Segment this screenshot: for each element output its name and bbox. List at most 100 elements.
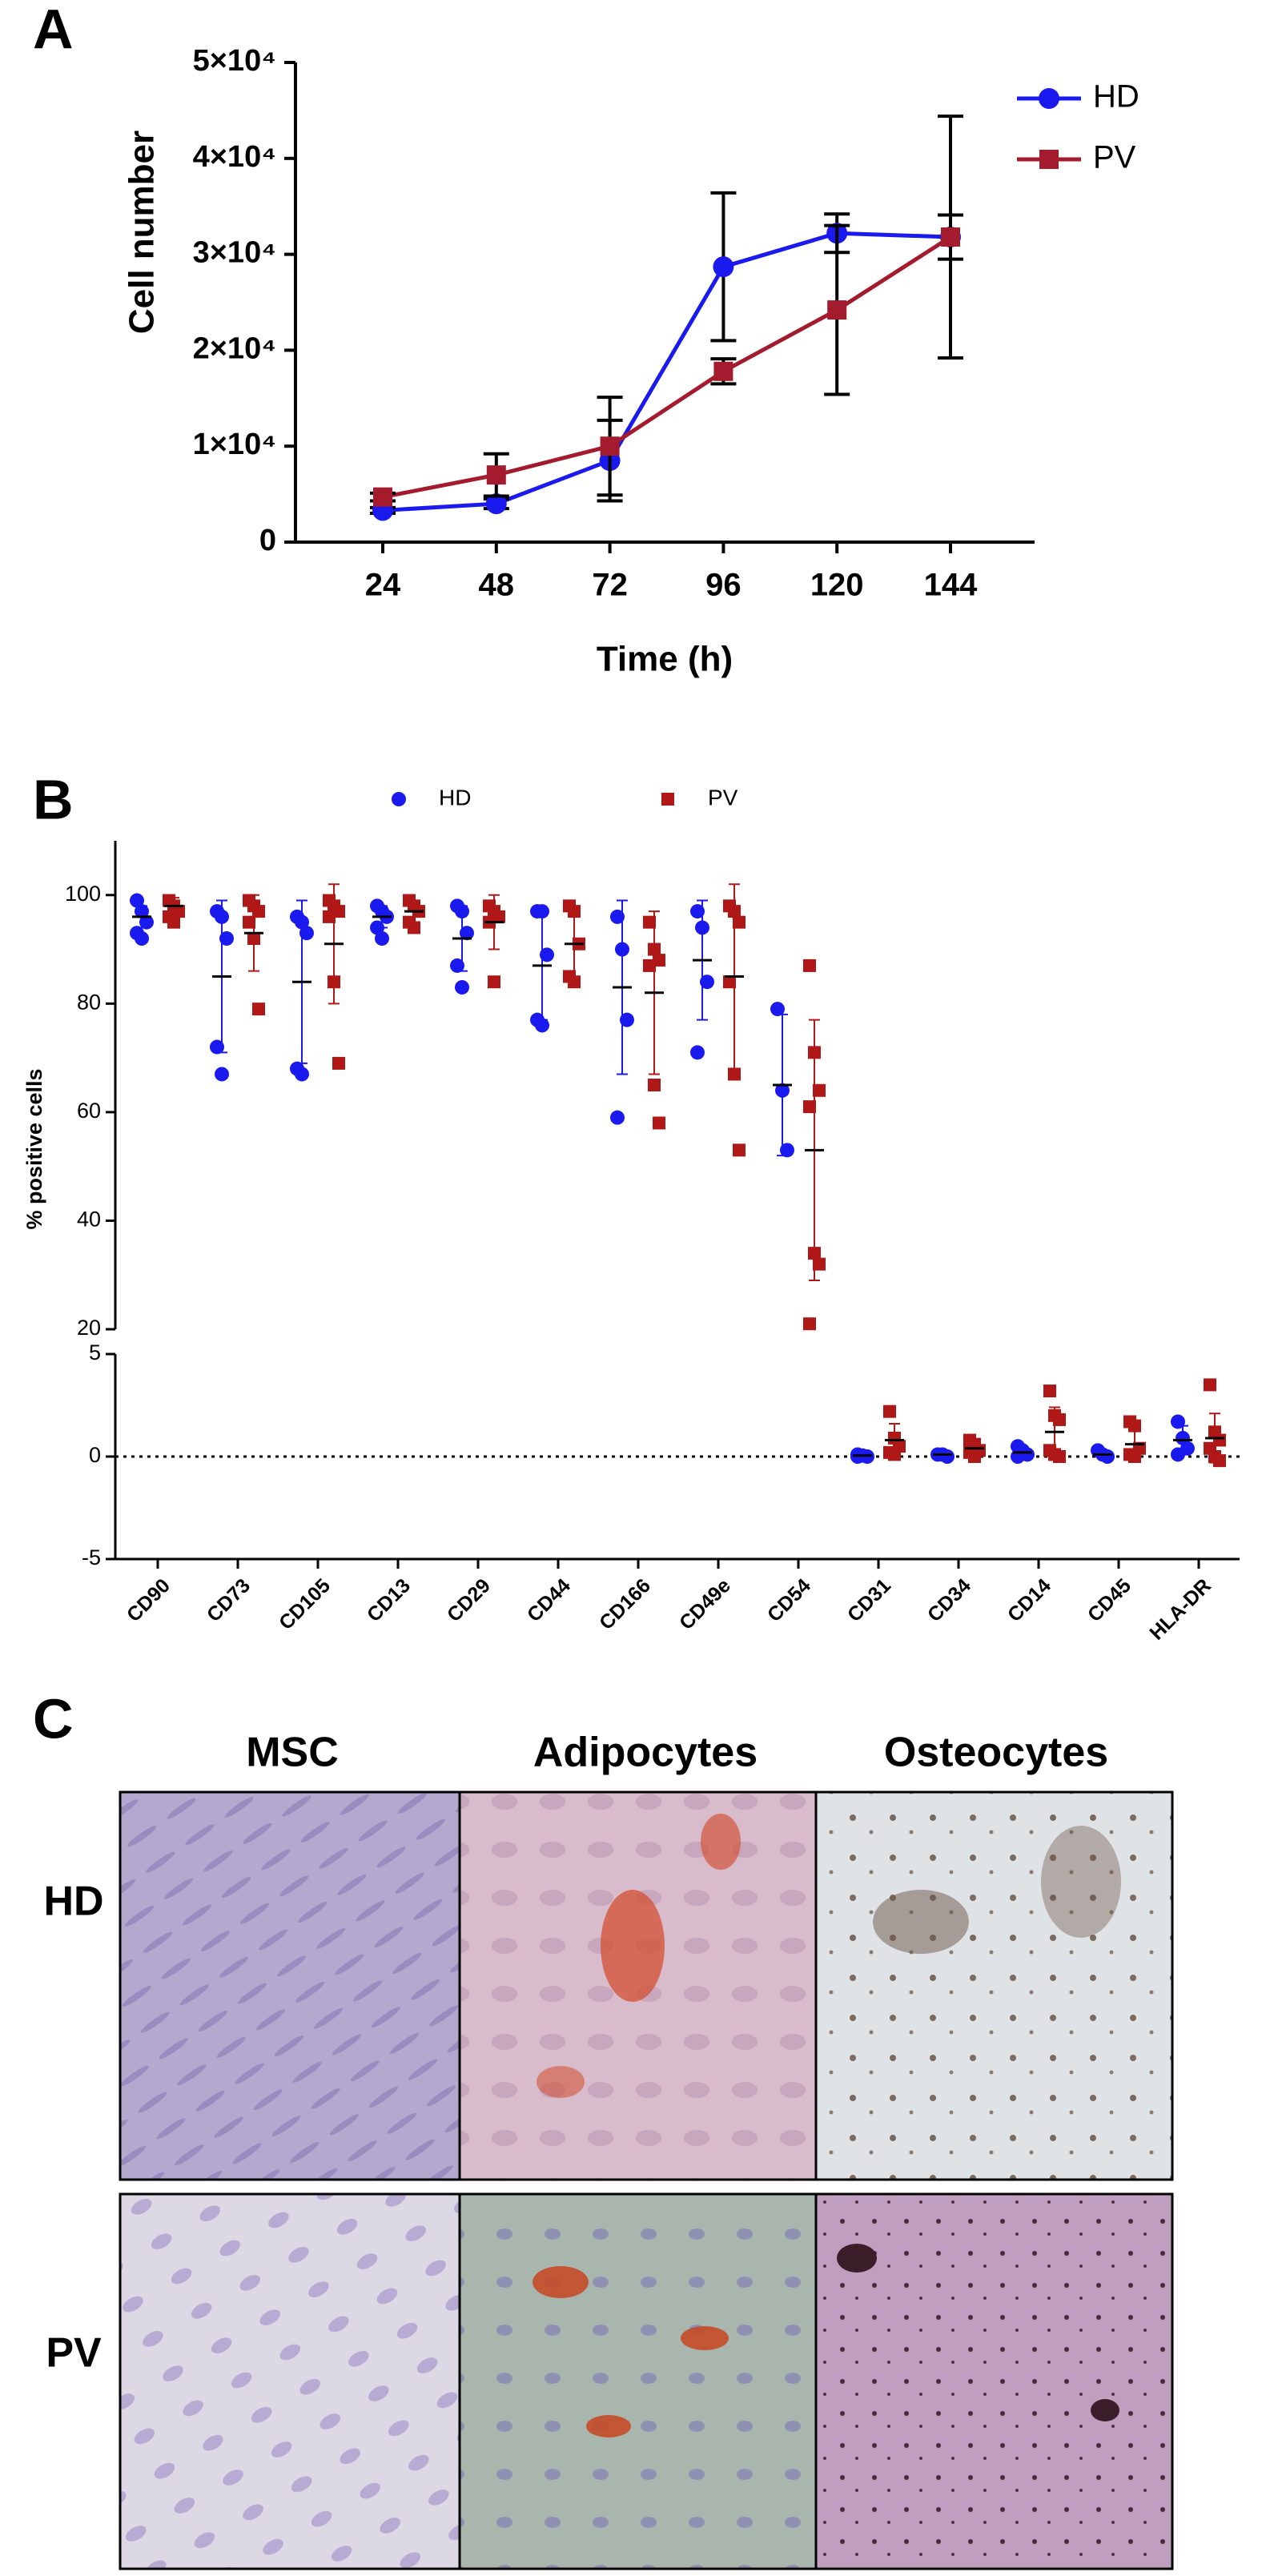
y-tick-label: 0 xyxy=(89,1443,101,1467)
point xyxy=(323,910,336,923)
x-tick-label: CD14 xyxy=(1003,1574,1055,1626)
column-header: MSC xyxy=(246,1730,339,1776)
point xyxy=(770,1002,785,1017)
y-tick-label: 2×10⁴ xyxy=(193,332,276,365)
y-tick-label: -5 xyxy=(82,1545,101,1569)
legend-label: HD xyxy=(439,785,471,810)
photo-detail xyxy=(681,2326,729,2350)
y-tick-label: 5×10⁴ xyxy=(193,44,276,78)
point xyxy=(295,1067,309,1082)
y-tick-label: 80 xyxy=(77,990,101,1014)
photo-detail xyxy=(873,1890,969,1954)
point xyxy=(130,893,144,908)
column-header: Osteocytes xyxy=(884,1730,1108,1776)
y-tick-label: 60 xyxy=(77,1099,101,1123)
point xyxy=(373,487,392,507)
point xyxy=(610,909,625,924)
x-tick-label: CD44 xyxy=(523,1574,575,1626)
column-header: Adipocytes xyxy=(533,1730,758,1776)
point xyxy=(135,931,149,946)
row-label: HD xyxy=(43,1879,103,1925)
series-line xyxy=(382,231,951,512)
legend-marker xyxy=(1039,88,1059,109)
point xyxy=(485,493,507,515)
y-tick-label: 1×10⁴ xyxy=(193,428,276,461)
legend-marker xyxy=(661,793,674,806)
y-tick-label: 40 xyxy=(77,1208,101,1232)
x-tick-label: CD54 xyxy=(763,1574,815,1626)
panel-label: B xyxy=(33,768,74,830)
x-tick-label: CD73 xyxy=(203,1574,255,1626)
point xyxy=(540,947,554,962)
y-axis-label: % positive cells xyxy=(22,1068,46,1229)
point xyxy=(813,1083,826,1097)
x-tick-label: HLA-DR xyxy=(1145,1574,1216,1645)
point xyxy=(460,926,474,941)
point xyxy=(713,256,734,278)
point xyxy=(728,1067,741,1081)
x-tick-label: 120 xyxy=(810,568,864,603)
point xyxy=(713,361,733,381)
legend-marker xyxy=(392,792,406,806)
x-tick-label: CD105 xyxy=(275,1574,335,1634)
point xyxy=(648,1079,661,1091)
point xyxy=(723,975,736,989)
x-tick-label: 144 xyxy=(924,568,978,603)
point xyxy=(1128,1419,1141,1433)
point xyxy=(252,1003,265,1016)
photo-detail xyxy=(837,2244,877,2273)
point xyxy=(210,1039,224,1055)
point xyxy=(690,1045,705,1060)
point xyxy=(408,921,420,934)
y-axis-label: Cell number xyxy=(123,131,162,334)
x-tick-label: CD34 xyxy=(923,1574,975,1626)
point xyxy=(803,958,816,972)
panel-label: C xyxy=(33,1687,74,1750)
legend-label: HD xyxy=(1093,79,1139,115)
point xyxy=(167,915,180,929)
point xyxy=(252,905,265,918)
x-tick-label: CD49e xyxy=(675,1574,735,1634)
point xyxy=(455,980,469,995)
point xyxy=(332,1056,345,1070)
point xyxy=(486,465,506,485)
point xyxy=(299,926,314,941)
point xyxy=(1043,1384,1056,1398)
point xyxy=(813,1257,826,1271)
photo-detail xyxy=(537,2066,585,2098)
legend-label: PV xyxy=(708,785,738,810)
point xyxy=(803,1317,816,1331)
photo-detail xyxy=(1091,2399,1119,2421)
photo-detail xyxy=(701,1814,741,1870)
point xyxy=(620,1012,634,1027)
x-tick-label: CD90 xyxy=(123,1574,175,1626)
point xyxy=(1213,1454,1226,1468)
point xyxy=(643,958,656,972)
point xyxy=(883,1405,896,1418)
point xyxy=(827,300,847,320)
point xyxy=(215,1067,229,1082)
point xyxy=(1100,1449,1115,1464)
point xyxy=(803,1100,816,1114)
point xyxy=(139,914,154,930)
point xyxy=(780,1143,794,1158)
photo xyxy=(458,2192,818,2570)
series-line xyxy=(382,235,952,500)
legend-label: PV xyxy=(1093,140,1136,175)
x-tick-label: 72 xyxy=(592,568,628,603)
point xyxy=(690,904,705,919)
row-label: PV xyxy=(46,2330,102,2377)
photo-detail xyxy=(586,2415,631,2437)
point xyxy=(733,915,746,929)
photo-detail xyxy=(533,2266,589,2298)
point xyxy=(450,958,464,973)
point xyxy=(488,975,500,989)
x-axis-label: Time (h) xyxy=(597,640,733,679)
y-tick-label: 20 xyxy=(77,1316,101,1340)
point xyxy=(643,915,656,929)
photo xyxy=(119,2192,461,2570)
point xyxy=(600,436,620,456)
x-tick-label: CD13 xyxy=(363,1574,415,1626)
point xyxy=(700,975,714,990)
